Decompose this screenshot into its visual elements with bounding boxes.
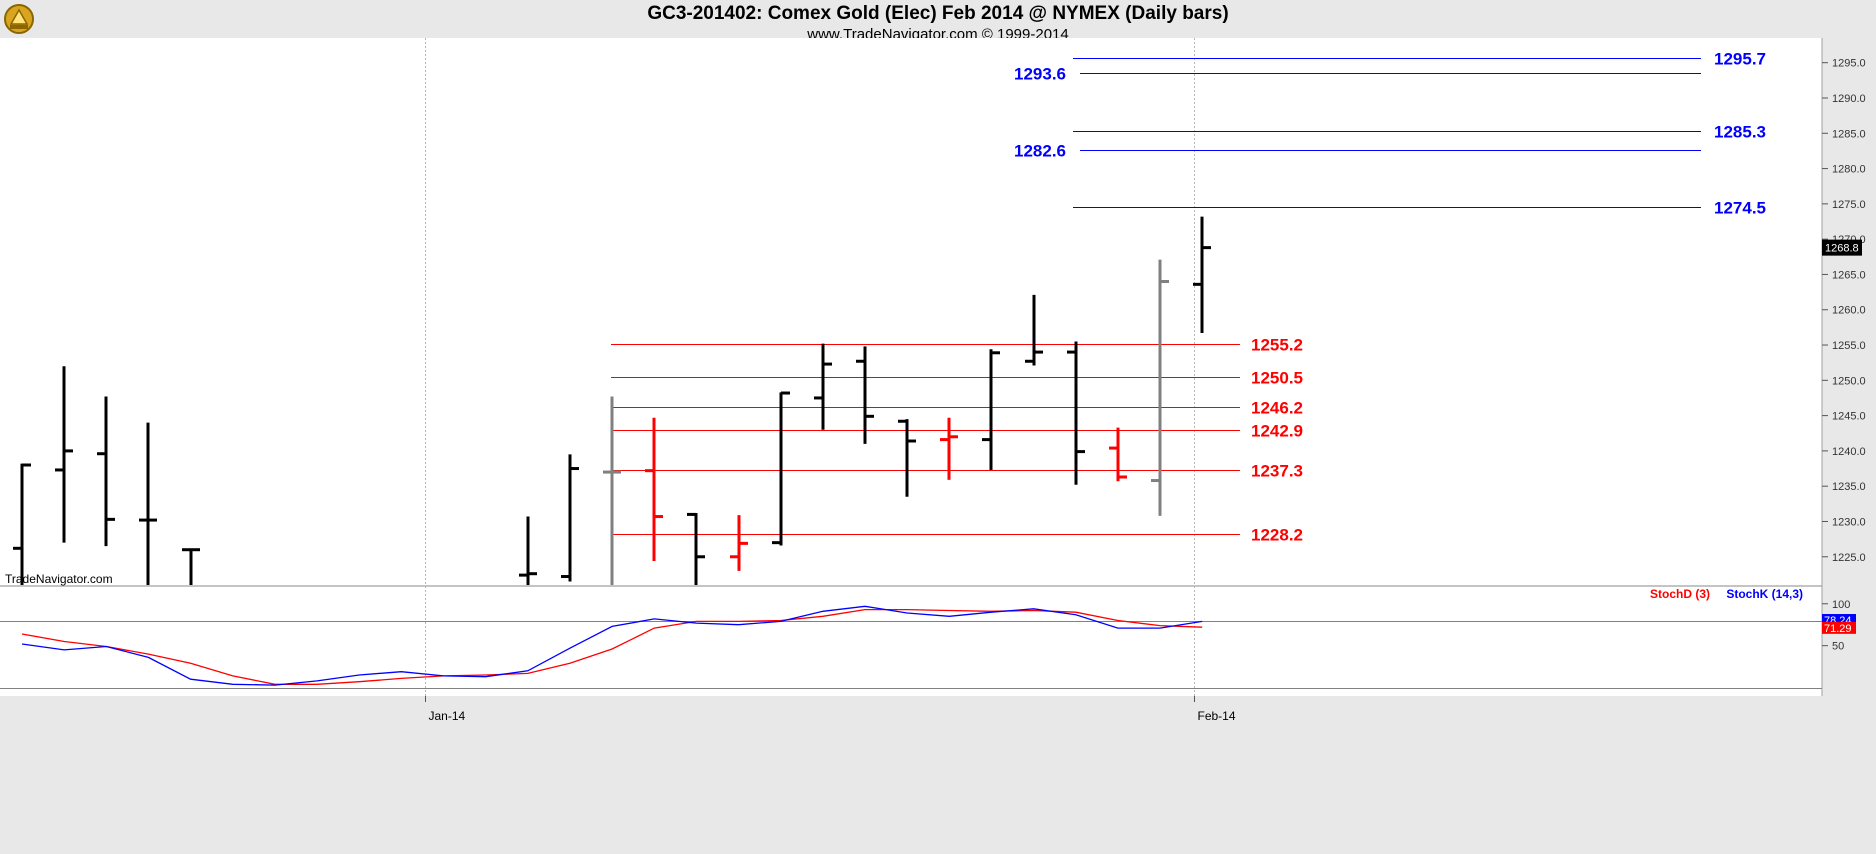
support-label: 1242.9 bbox=[1251, 422, 1303, 441]
stoch-k-line bbox=[21, 605, 1203, 686]
price-axis-label: 1280.0 bbox=[1832, 164, 1866, 176]
x-axis: Jan-14 Feb-14 bbox=[425, 696, 1236, 723]
price-panel bbox=[0, 38, 1822, 585]
price-axis-label: 1245.0 bbox=[1832, 411, 1866, 423]
price-axis-label: 1250.0 bbox=[1832, 375, 1866, 387]
last-price-tag bbox=[1822, 239, 1862, 256]
price-axis-label: 1275.0 bbox=[1832, 199, 1866, 211]
price-axis-label: 1230.0 bbox=[1832, 516, 1866, 528]
chart-title: GC3-201402: Comex Gold (Elec) Feb 2014 @… bbox=[647, 3, 1229, 24]
resistance-label: 1295.7 bbox=[1714, 50, 1766, 69]
support-label: 1237.3 bbox=[1251, 462, 1303, 481]
price-axis-label: 1235.0 bbox=[1832, 481, 1866, 493]
watermark: TradeNavigator.com bbox=[5, 572, 113, 586]
stoch-axis-label: 50 bbox=[1832, 641, 1844, 653]
x-axis-label: Feb-14 bbox=[1198, 709, 1236, 723]
support-label: 1250.5 bbox=[1251, 369, 1303, 388]
stoch-axis-label: 100 bbox=[1832, 599, 1850, 611]
price-bars bbox=[13, 216, 1211, 585]
stoch-d-value-tag bbox=[1822, 621, 1856, 634]
stochastic-lines bbox=[0, 605, 1822, 689]
price-axis-label: 1265.0 bbox=[1832, 269, 1866, 281]
x-axis-label: Jan-14 bbox=[429, 709, 466, 723]
price-axis-label: 1295.0 bbox=[1832, 58, 1866, 70]
resistance-label: 1293.6 bbox=[1014, 65, 1066, 84]
price-axis-label: 1240.0 bbox=[1832, 446, 1866, 458]
tradenavigator-logo-icon bbox=[4, 4, 34, 34]
price-axis-label: 1225.0 bbox=[1832, 552, 1866, 564]
price-axis: 1225.0 1230.0 1235.0 1240.0 1245.0 1250.0 1255… bbox=[1822, 58, 1866, 564]
stochastic-panel bbox=[0, 587, 1822, 696]
support-label: 1228.2 bbox=[1251, 526, 1303, 545]
grid bbox=[425, 38, 1195, 696]
last-price-label: 1268.8 bbox=[1825, 243, 1859, 255]
stoch-d-value: 71.29 bbox=[1824, 623, 1852, 635]
price-axis-label: 1260.0 bbox=[1832, 305, 1866, 317]
resistance-label: 1274.5 bbox=[1714, 199, 1766, 218]
support-label: 1246.2 bbox=[1251, 399, 1303, 418]
legend-stoch-k: StochK (14,3) bbox=[1726, 587, 1803, 601]
price-axis-label: 1285.0 bbox=[1832, 128, 1866, 140]
price-axis-label: 1290.0 bbox=[1832, 93, 1866, 105]
support-label: 1255.2 bbox=[1251, 336, 1303, 355]
legend-stoch-d: StochD (3) bbox=[1650, 587, 1710, 601]
resistance-label: 1282.6 bbox=[1014, 142, 1066, 161]
level-lines: 1255.2 1250.5 1246.2 1242.9 1237.3 1228.2 1295… bbox=[611, 50, 1766, 545]
resistance-label: 1285.3 bbox=[1714, 123, 1766, 142]
price-axis-label: 1255.0 bbox=[1832, 340, 1866, 352]
